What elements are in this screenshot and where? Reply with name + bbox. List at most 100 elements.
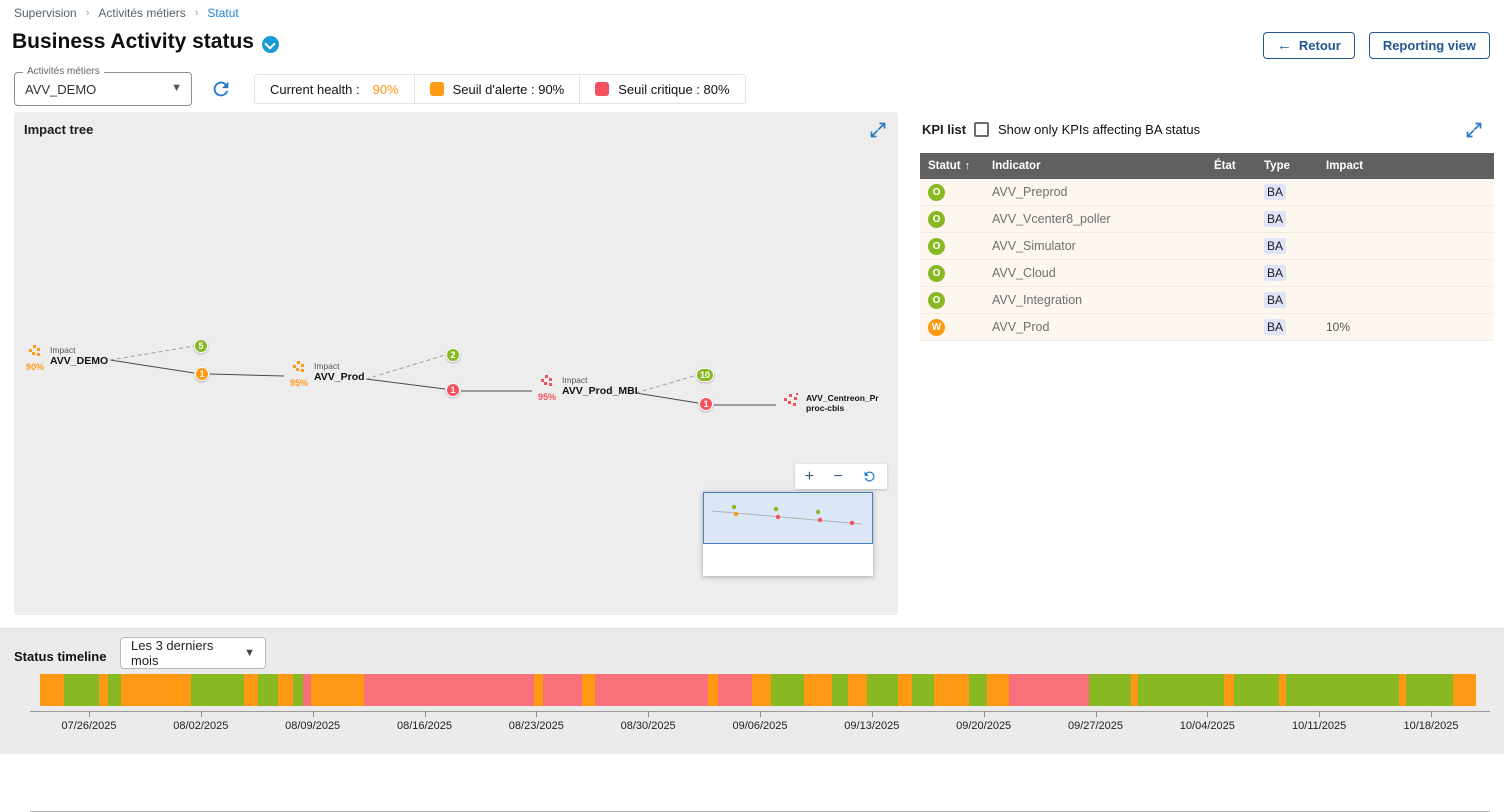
timeline-segment[interactable] — [108, 674, 122, 706]
ok-kpi-count-badge[interactable]: 10 — [696, 368, 715, 382]
kpi-table: Statut ↑ Indicator État Type Impact O AV… — [920, 153, 1494, 341]
timeline-date-label: 10/18/2025 — [1403, 720, 1459, 732]
kpi-table-row[interactable]: O AVV_Vcenter8_poller BA — [920, 206, 1494, 233]
timeline-segment[interactable] — [99, 674, 109, 706]
timeline-segment[interactable] — [1278, 674, 1287, 706]
header-buttons: ← Retour Reporting view — [1262, 32, 1490, 59]
breadcrumb-statut[interactable]: Statut — [207, 6, 239, 20]
warning-kpi-count-badge[interactable]: 1 — [195, 367, 209, 381]
column-header-etat[interactable]: État — [1214, 160, 1236, 172]
timeline-segment[interactable] — [1234, 674, 1279, 706]
timeline-segment[interactable] — [1398, 674, 1407, 706]
timeline-segment[interactable] — [293, 674, 304, 706]
zoom-in-button[interactable]: + — [804, 467, 815, 485]
timeline-segment[interactable] — [1406, 674, 1454, 706]
timeline-segment[interactable] — [63, 674, 100, 706]
timeline-segment[interactable] — [751, 674, 772, 706]
timeline-segment[interactable] — [911, 674, 934, 706]
column-header-statut[interactable]: Statut ↑ — [928, 160, 971, 172]
breadcrumb-activites-metiers[interactable]: Activités métiers — [98, 6, 186, 20]
tree-node-avv-centreon-proc[interactable]: AVV_Centreon_Pr proc-cbis — [780, 393, 879, 413]
kpi-type-chip: BA — [1264, 319, 1287, 335]
kpi-list-panel: KPI list Show only KPIs affecting BA sta… — [912, 112, 1494, 615]
timeline-segment[interactable] — [257, 674, 279, 706]
kpi-indicator[interactable]: AVV_Preprod — [992, 185, 1068, 199]
zoom-out-button[interactable]: − — [833, 467, 843, 485]
timeline-segment[interactable] — [1138, 674, 1225, 706]
timeline-tick — [871, 711, 873, 717]
ba-cluster-icon — [28, 345, 42, 361]
tree-node-avv-prod-mbi[interactable]: 95% Impact AVV_Prod_MBI — [536, 375, 638, 402]
timeline-segment[interactable] — [40, 674, 64, 706]
kpi-table-row[interactable]: O AVV_Simulator BA — [920, 233, 1494, 260]
timeline-segment[interactable] — [707, 674, 718, 706]
show-only-affecting-checkbox[interactable] — [974, 122, 989, 137]
kpi-indicator[interactable]: AVV_Vcenter8_poller — [992, 212, 1111, 226]
timeline-segment[interactable] — [1130, 674, 1139, 706]
breadcrumb: Supervision › Activités métiers › Statut — [14, 6, 239, 20]
kpi-table-row[interactable]: W AVV_Prod BA 10% — [920, 314, 1494, 341]
timeline-segment[interactable] — [1224, 674, 1235, 706]
timeline-segment[interactable] — [969, 674, 988, 706]
timeline-segment[interactable] — [717, 674, 752, 706]
timeline-segment[interactable] — [867, 674, 899, 706]
timeline-segment[interactable] — [933, 674, 970, 706]
timeline-segment[interactable] — [278, 674, 294, 706]
timeline-tick — [648, 711, 650, 717]
timeline-date-label: 09/20/2025 — [956, 720, 1012, 732]
expand-kpi-list-icon[interactable] — [1464, 120, 1484, 140]
timeline-segment[interactable] — [831, 674, 849, 706]
timeline-segment[interactable] — [803, 674, 832, 706]
timeline-period-select[interactable]: Les 3 derniers mois ▼ — [120, 637, 266, 669]
kpi-table-row[interactable]: O AVV_Preprod BA — [920, 179, 1494, 206]
timeline-segment[interactable] — [581, 674, 595, 706]
breadcrumb-supervision[interactable]: Supervision — [14, 6, 77, 20]
timeline-segment[interactable] — [1089, 674, 1131, 706]
kpi-indicator[interactable]: AVV_Integration — [992, 293, 1083, 307]
back-button[interactable]: ← Retour — [1262, 32, 1355, 59]
tree-minimap[interactable] — [703, 492, 873, 576]
column-header-indicator[interactable]: Indicator — [992, 160, 1041, 172]
timeline-tick — [424, 711, 426, 717]
refresh-button[interactable] — [210, 78, 232, 100]
timeline-segment[interactable] — [190, 674, 245, 706]
kpi-filter: Show only KPIs affecting BA status — [974, 122, 1200, 137]
kpi-indicator[interactable]: AVV_Simulator — [992, 239, 1076, 253]
timeline-segment[interactable] — [898, 674, 912, 706]
timeline-segment[interactable] — [1009, 674, 1090, 706]
timeline-segment[interactable] — [534, 674, 544, 706]
timeline-segment[interactable] — [303, 674, 311, 706]
column-header-type[interactable]: Type — [1264, 160, 1290, 172]
ok-kpi-count-badge[interactable]: 5 — [194, 339, 208, 353]
timeline-segment[interactable] — [1453, 674, 1476, 706]
ba-select[interactable]: Activités métiers AVV_DEMO ▼ — [14, 66, 192, 106]
timeline-segment[interactable] — [1286, 674, 1399, 706]
timeline-segment[interactable] — [595, 674, 708, 706]
tree-node-avv-prod[interactable]: 95% Impact AVV_Prod — [288, 361, 365, 388]
ok-kpi-count-badge[interactable]: 2 — [446, 348, 460, 362]
timeline-segment[interactable] — [121, 674, 191, 706]
kpi-table-row[interactable]: O AVV_Integration BA — [920, 287, 1494, 314]
timeline-segment[interactable] — [364, 674, 535, 706]
expand-tree-icon[interactable] — [868, 120, 888, 140]
column-header-impact[interactable]: Impact — [1326, 160, 1364, 172]
timeline-date-label: 10/11/2025 — [1292, 720, 1347, 732]
minimap-viewport[interactable] — [703, 492, 873, 544]
zoom-reset-button[interactable] — [862, 469, 877, 484]
status-timeline-bar[interactable] — [40, 674, 1476, 706]
status-ok-badge: O — [928, 291, 945, 309]
timeline-segment[interactable] — [987, 674, 1010, 706]
timeline-segment[interactable] — [771, 674, 804, 706]
timeline-segment[interactable] — [543, 674, 582, 706]
timeline-segment[interactable] — [848, 674, 868, 706]
kpi-table-row[interactable]: O AVV_Cloud BA — [920, 260, 1494, 287]
kpi-indicator[interactable]: AVV_Cloud — [992, 266, 1056, 280]
timeline-segment[interactable] — [310, 674, 365, 706]
critical-kpi-count-badge[interactable]: 1 — [699, 397, 713, 411]
critical-kpi-count-badge[interactable]: 1 — [446, 383, 460, 397]
timeline-segment[interactable] — [244, 674, 258, 706]
breadcrumb-separator: › — [194, 7, 199, 19]
kpi-indicator[interactable]: AVV_Prod — [992, 320, 1050, 334]
reporting-view-button[interactable]: Reporting view — [1368, 32, 1490, 59]
tree-node-avv-demo[interactable]: 90% Impact AVV_DEMO — [24, 345, 108, 372]
